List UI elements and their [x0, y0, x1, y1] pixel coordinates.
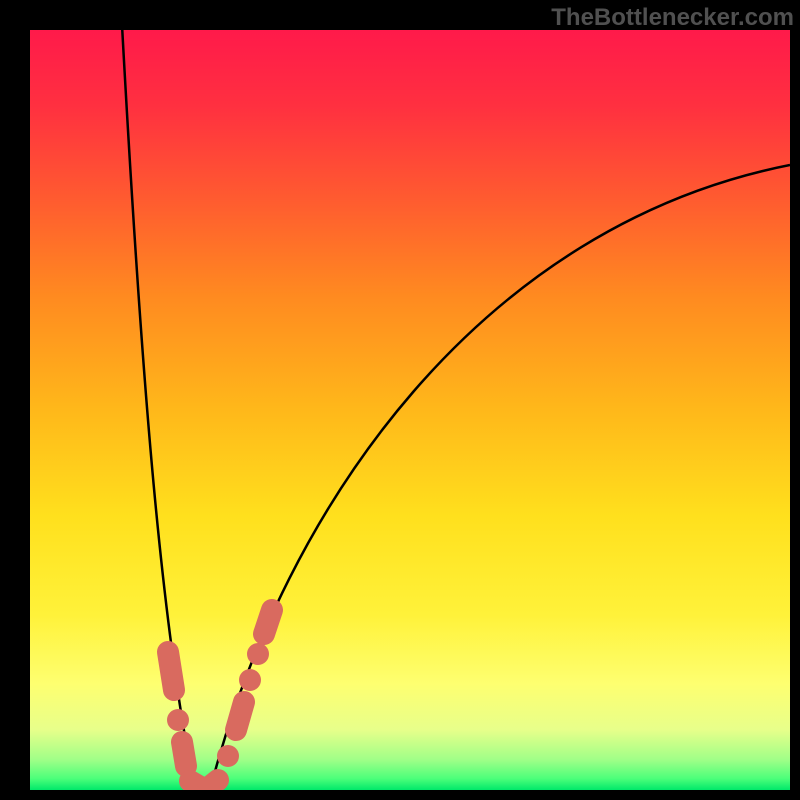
- gradient-background: [30, 30, 790, 790]
- data-marker: [208, 780, 218, 788]
- data-marker: [167, 709, 189, 731]
- data-marker: [239, 669, 261, 691]
- plot-area: [30, 30, 790, 790]
- data-marker: [182, 742, 186, 766]
- data-marker: [247, 643, 269, 665]
- data-marker: [264, 610, 272, 634]
- data-marker: [217, 745, 239, 767]
- data-marker: [168, 652, 174, 690]
- chart-container: TheBottlenecker.com: [0, 0, 800, 800]
- watermark-text: TheBottlenecker.com: [551, 4, 794, 32]
- bottleneck-chart: [30, 30, 790, 790]
- data-marker: [236, 702, 244, 730]
